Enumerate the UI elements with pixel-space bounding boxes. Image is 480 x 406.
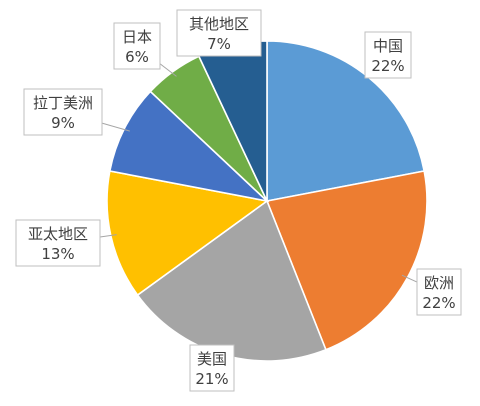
value-label-2: 22% [422,294,455,312]
value-label-3: 21% [195,370,228,388]
leader-line-6 [159,63,177,77]
leader-line-2 [401,274,418,283]
data-label-box-1 [364,31,412,79]
category-label-7: 其他地区 [189,15,249,33]
pie-slice-5 [108,90,270,203]
data-label-box-2 [416,268,462,316]
category-label-4: 亚太地区 [28,225,88,243]
data-label-callouts: 中国 22% 欧洲 22% 美国 21% 亚太地区 13% 拉丁美洲 9% 日本 6% 其他地区 7% [15,9,462,392]
pie-slices [106,40,428,362]
value-label-6: 6% [125,48,149,66]
value-label-1: 22% [371,57,404,75]
category-label-6: 日本 [122,28,152,46]
data-label-box-5 [23,88,103,136]
leader-line-5 [101,122,130,132]
value-label-5: 9% [51,114,75,132]
category-label-1: 中国 [373,37,403,55]
leader-line-4 [99,234,117,238]
leader-lines [99,63,418,283]
data-label-box-7 [176,9,262,57]
value-label-7: 7% [207,35,231,53]
data-label-box-4 [15,219,101,267]
category-label-2: 欧洲 [424,274,454,292]
value-label-4: 13% [41,245,74,263]
category-label-3: 美国 [197,350,227,368]
data-label-box-6 [113,22,161,70]
category-label-5: 拉丁美洲 [33,94,93,112]
data-label-box-3 [189,344,235,392]
